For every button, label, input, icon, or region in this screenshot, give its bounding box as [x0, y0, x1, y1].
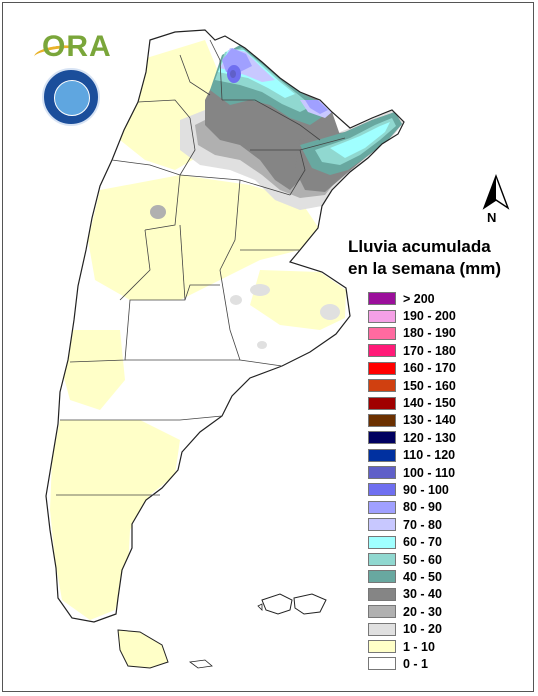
legend-swatch: [368, 292, 396, 306]
legend-item: 10 - 20: [368, 620, 528, 637]
rainfall-contours: [50, 40, 404, 620]
legend-swatch: [368, 379, 396, 393]
legend-label: 170 - 180: [403, 343, 456, 358]
legend-swatch: [368, 309, 396, 323]
north-arrow-icon: [482, 174, 510, 210]
legend-item: 40 - 50: [368, 568, 528, 585]
legend-swatch: [368, 570, 396, 584]
legend-title: Lluvia acumulada en la semana (mm): [348, 236, 528, 280]
legend-item: 90 - 100: [368, 481, 528, 498]
legend-swatch: [368, 657, 396, 671]
legend-item: 110 - 120: [368, 447, 528, 464]
legend-swatch: [368, 605, 396, 619]
legend-swatch: [368, 396, 396, 410]
legend-item: 120 - 130: [368, 429, 528, 446]
legend-label: 180 - 190: [403, 326, 456, 341]
legend-label: 70 - 80: [403, 517, 442, 532]
legend-item: 160 - 170: [368, 360, 528, 377]
legend-item: 130 - 140: [368, 412, 528, 429]
legend-label: 80 - 90: [403, 500, 442, 515]
legend-swatch: [368, 431, 396, 445]
legend-swatch: [368, 466, 396, 480]
legend-swatch: [368, 640, 396, 653]
legend-swatch: [368, 622, 396, 636]
legend-item: 100 - 110: [368, 464, 528, 481]
legend-label: 130 - 140: [403, 413, 456, 428]
legend-item: 0 - 1: [368, 655, 528, 672]
legend-swatch: [368, 344, 396, 358]
legend-item: 190 - 200: [368, 307, 528, 324]
legend-title-line1: Lluvia acumulada: [348, 237, 491, 256]
legend-label: 90 - 100: [403, 482, 449, 497]
legend-label: 60 - 70: [403, 535, 442, 550]
legend-item: 30 - 40: [368, 586, 528, 603]
legend-item: 140 - 150: [368, 394, 528, 411]
legend-title-line2: en la semana (mm): [348, 259, 502, 278]
legend-item: 170 - 180: [368, 342, 528, 359]
legend-label: 20 - 30: [403, 604, 442, 619]
legend-swatch: [368, 483, 396, 497]
legend-item: 20 - 30: [368, 603, 528, 620]
province-borders: [45, 29, 405, 623]
legend-item: 50 - 60: [368, 551, 528, 568]
legend-swatch: [368, 361, 396, 375]
tierra-del-fuego: [117, 629, 213, 669]
ora-logo: ORA: [33, 28, 114, 68]
malvinas-islands: [257, 593, 327, 615]
legend-label: > 200: [403, 291, 435, 306]
legend-swatch: [368, 535, 396, 549]
legend-label: 30 - 40: [403, 587, 442, 602]
legend-swatch: [368, 587, 396, 601]
legend-label: 0 - 1: [403, 656, 429, 671]
legend-item: 1 - 10: [368, 638, 528, 655]
legend-item: 70 - 80: [368, 516, 528, 533]
legend-label: 120 - 130: [403, 430, 456, 445]
legend-label: 160 - 170: [403, 361, 456, 376]
rainfall-legend: > 200 190 - 200 180 - 190 170 - 180 160 - 17…: [368, 290, 528, 673]
legend-label: 140 - 150: [403, 396, 456, 411]
legend-item: 180 - 190: [368, 325, 528, 342]
legend-item: > 200: [368, 290, 528, 307]
legend-item: 80 - 90: [368, 499, 528, 516]
smn-logo-globe-icon: [54, 80, 90, 116]
legend-swatch: [368, 518, 396, 532]
legend-swatch: [368, 553, 396, 567]
legend-swatch: [368, 448, 396, 462]
legend-label: 1 - 10: [403, 639, 435, 654]
north-label: N: [487, 210, 497, 225]
legend-swatch: [368, 413, 396, 427]
legend-item: 60 - 70: [368, 533, 528, 550]
legend-label: 40 - 50: [403, 569, 442, 584]
ora-logo-text: ORA: [42, 30, 112, 63]
legend-label: 100 - 110: [403, 465, 456, 480]
legend-label: 110 - 120: [403, 448, 456, 463]
legend-swatch: [368, 500, 396, 514]
legend-label: 150 - 160: [403, 378, 456, 393]
legend-item: 150 - 160: [368, 377, 528, 394]
legend-label: 10 - 20: [403, 622, 442, 637]
legend-swatch: [368, 326, 396, 340]
legend-label: 190 - 200: [403, 309, 456, 324]
smn-logo: [42, 68, 100, 126]
legend-label: 50 - 60: [403, 552, 442, 567]
